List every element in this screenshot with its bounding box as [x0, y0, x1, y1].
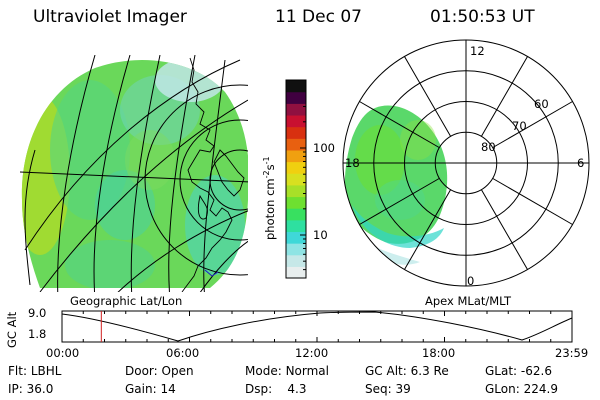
mlat-label-80: 80 — [481, 140, 496, 154]
date-label: 11 Dec 07 — [275, 7, 362, 27]
info-seq: Seq: 39 — [365, 382, 411, 396]
colorbar-swatch — [286, 184, 306, 198]
geo-grid — [20, 55, 248, 292]
polar-panel — [342, 39, 590, 287]
colorbar-swatch — [286, 266, 306, 279]
mlt-label-18: 18 — [345, 156, 360, 170]
mlt-spoke — [492, 177, 573, 225]
colorbar-swatch — [286, 161, 306, 174]
colorbar-tick-10: 10 — [313, 228, 328, 242]
colorbar-swatch — [286, 208, 306, 221]
mlt-spoke — [404, 189, 452, 270]
mlt-label-6: 6 — [577, 156, 585, 170]
colorbar-swatch — [286, 80, 306, 93]
colorbar-swatch — [286, 231, 306, 244]
geo-panel-label: Geographic Lat/Lon — [70, 294, 183, 308]
colorbar-swatch — [286, 243, 306, 256]
colorbar-swatch — [286, 173, 306, 186]
info-gain: Gain: 14 — [125, 382, 176, 396]
colorbar-swatch — [286, 219, 306, 233]
colorbar-tick-100: 100 — [313, 141, 335, 155]
mlt-spoke — [480, 56, 528, 137]
colorbar-swatch — [286, 103, 306, 116]
mlt-spoke — [404, 56, 452, 137]
colorbar-swatch — [286, 91, 306, 104]
timeline-xtick-1800: 18:00 — [422, 346, 456, 360]
info-door: Door: Open — [125, 364, 194, 378]
info-dsp: Dsp: 4.3 — [245, 382, 307, 396]
polar-grid — [342, 39, 590, 287]
timeline-xtick-0600: 06:00 — [166, 346, 200, 360]
colorbar-swatch — [286, 138, 306, 151]
info-gc-alt: GC Alt: 6.3 Re — [365, 364, 449, 378]
mlt-spoke — [492, 101, 573, 149]
altitude-curve — [61, 311, 573, 342]
timeline-ytick-min: 1.8 — [28, 327, 47, 341]
info-glat: GLat: -62.6 — [485, 364, 552, 378]
colorbar-swatch — [286, 126, 306, 139]
polar-panel-label: Apex MLat/MLT — [425, 294, 512, 308]
colorbar-swatch — [286, 149, 306, 163]
colorbar-unit-label: photon cm-2s-1 — [262, 156, 277, 240]
info-ip: IP: 36.0 — [8, 382, 54, 396]
mlat-label-60: 60 — [534, 97, 549, 111]
info-glon: GLon: 224.9 — [485, 382, 558, 396]
timeline-ytick-max: 9.0 — [28, 306, 47, 320]
colorbar-swatch — [286, 254, 306, 267]
colorbar-swatch — [286, 196, 306, 209]
mlt-label-0: 0 — [467, 274, 475, 288]
mlt-spoke — [359, 101, 440, 149]
timeline-ylabel: GC Alt — [5, 311, 19, 348]
info-flt: Flt: LBHL — [8, 364, 62, 378]
timeline-xtick-1200: 12:00 — [295, 346, 329, 360]
timeline-plot — [61, 310, 573, 343]
mlt-label-12: 12 — [470, 44, 485, 58]
colorbar-swatch — [286, 114, 306, 128]
time-label: 01:50:53 UT — [430, 7, 535, 27]
info-mode: Mode: Normal — [245, 364, 329, 378]
colorbar — [285, 79, 307, 279]
instrument-title: Ultraviolet Imager — [33, 7, 187, 27]
mlat-label-70: 70 — [512, 119, 527, 133]
coastline — [181, 57, 233, 292]
timeline-xtick-0000: 00:00 — [46, 346, 80, 360]
mlt-spoke — [359, 177, 440, 225]
timeline-xtick-2359: 23:59 — [555, 346, 589, 360]
mlt-spoke — [480, 189, 528, 270]
